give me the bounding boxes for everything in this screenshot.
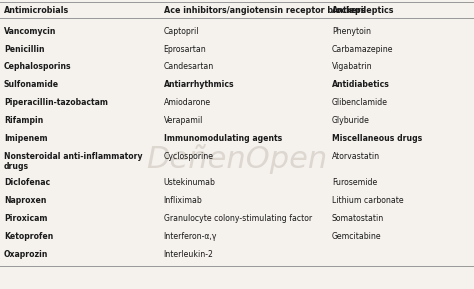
Text: Amiodarone: Amiodarone — [164, 98, 210, 107]
Text: Penicillin: Penicillin — [4, 45, 44, 53]
Text: Candesartan: Candesartan — [164, 62, 214, 71]
Text: Granulocyte colony-stimulating factor: Granulocyte colony-stimulating factor — [164, 214, 311, 223]
Text: Glyburide: Glyburide — [332, 116, 370, 125]
Text: Antiarrhythmics: Antiarrhythmics — [164, 80, 234, 89]
Text: Rifampin: Rifampin — [4, 116, 43, 125]
Text: Somatostatin: Somatostatin — [332, 214, 384, 223]
Text: Vancomycin: Vancomycin — [4, 27, 56, 36]
Text: Antidiabetics: Antidiabetics — [332, 80, 390, 89]
Text: Cephalosporins: Cephalosporins — [4, 62, 72, 71]
Text: Vigabatrin: Vigabatrin — [332, 62, 373, 71]
Text: Imipenem: Imipenem — [4, 134, 47, 143]
Text: Antimicrobials: Antimicrobials — [4, 5, 69, 15]
Text: Furosemide: Furosemide — [332, 178, 377, 187]
Text: Sulfonamide: Sulfonamide — [4, 80, 59, 89]
Text: Lithium carbonate: Lithium carbonate — [332, 196, 403, 205]
Text: Diclofenac: Diclofenac — [4, 178, 50, 187]
Text: Phenytoin: Phenytoin — [332, 27, 371, 36]
Text: Ketoprofen: Ketoprofen — [4, 232, 53, 241]
Text: Ace inhibitors/angiotensin receptor blockers: Ace inhibitors/angiotensin receptor bloc… — [164, 5, 365, 15]
Text: Oxaprozin: Oxaprozin — [4, 250, 48, 259]
Text: Piroxicam: Piroxicam — [4, 214, 47, 223]
Text: Antiepileptics: Antiepileptics — [332, 5, 394, 15]
Text: DeñenOpen: DeñenOpen — [146, 144, 328, 174]
Text: Captopril: Captopril — [164, 27, 199, 36]
Text: Glibenclamide: Glibenclamide — [332, 98, 388, 107]
Text: Naproxen: Naproxen — [4, 196, 46, 205]
Text: Infliximab: Infliximab — [164, 196, 202, 205]
Text: Carbamazepine: Carbamazepine — [332, 45, 393, 53]
Text: Cyclosporine: Cyclosporine — [164, 152, 213, 161]
Text: drugs: drugs — [4, 162, 29, 171]
Text: Nonsteroidal anti-inflammatory: Nonsteroidal anti-inflammatory — [4, 152, 142, 161]
Text: Immunomodulating agents: Immunomodulating agents — [164, 134, 282, 143]
Text: Miscellaneous drugs: Miscellaneous drugs — [332, 134, 422, 143]
Text: Eprosartan: Eprosartan — [164, 45, 206, 53]
Text: Gemcitabine: Gemcitabine — [332, 232, 382, 241]
Text: Ustekinumab: Ustekinumab — [164, 178, 215, 187]
Text: Piperacillin-tazobactam: Piperacillin-tazobactam — [4, 98, 108, 107]
Text: Verapamil: Verapamil — [164, 116, 203, 125]
Text: Interleukin-2: Interleukin-2 — [164, 250, 213, 259]
Text: Interferon-α,γ: Interferon-α,γ — [164, 232, 217, 241]
Text: Atorvastatin: Atorvastatin — [332, 152, 380, 161]
